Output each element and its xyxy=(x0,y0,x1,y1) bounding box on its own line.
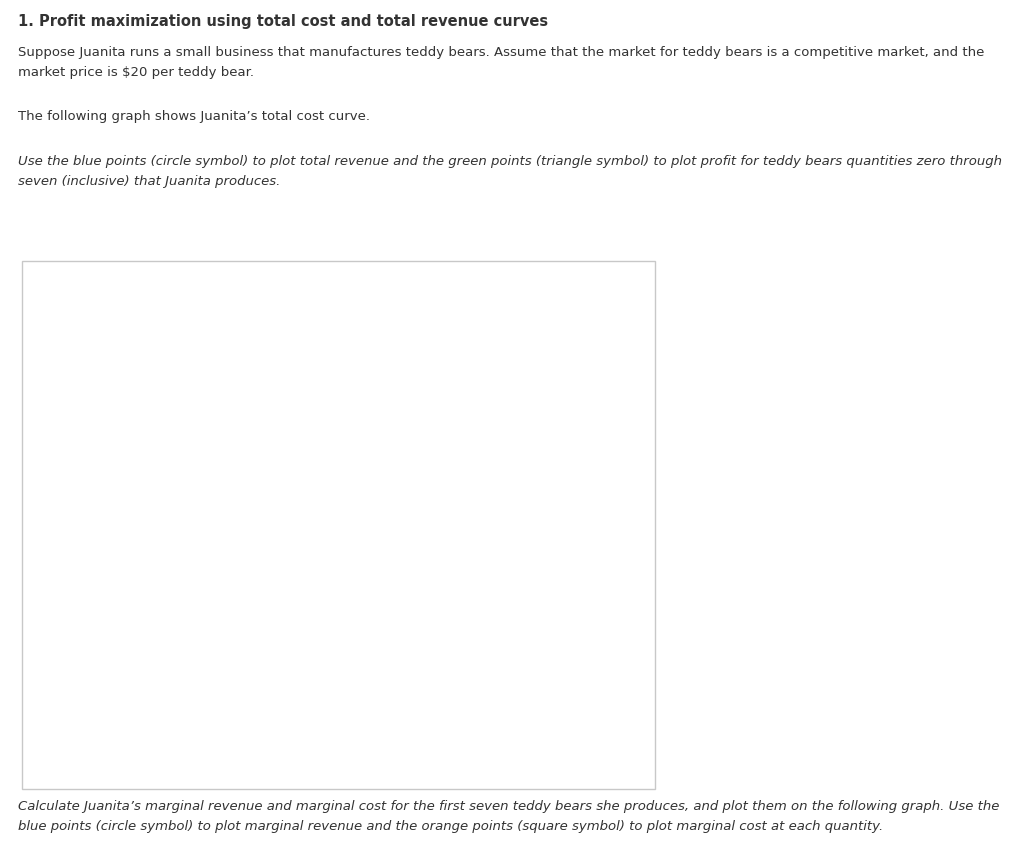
Text: 1. Profit maximization using total cost and total revenue curves: 1. Profit maximization using total cost … xyxy=(18,14,548,29)
Point xyxy=(296,549,312,563)
Text: Total Revenue: Total Revenue xyxy=(481,392,569,405)
Point xyxy=(382,482,398,496)
Text: Use the blue points (circle symbol) to plot total revenue and the green points (: Use the blue points (circle symbol) to p… xyxy=(18,155,1002,168)
Point xyxy=(124,604,140,617)
Point xyxy=(339,525,355,539)
Text: Profit: Profit xyxy=(509,460,542,473)
Text: market price is $20 per teddy bear.: market price is $20 per teddy bear. xyxy=(18,66,254,79)
Text: The following graph shows Juanita’s total cost curve.: The following graph shows Juanita’s tota… xyxy=(18,110,370,123)
Point xyxy=(81,629,97,643)
Point xyxy=(210,573,226,587)
Y-axis label: TOTAL COST AND REVENUE (Dollars): TOTAL COST AND REVENUE (Dollars) xyxy=(38,400,50,616)
X-axis label: QUANTITY (Teddy bears): QUANTITY (Teddy bears) xyxy=(189,690,333,703)
Text: Calculate Juanita’s marginal revenue and marginal cost for the first seven teddy: Calculate Juanita’s marginal revenue and… xyxy=(18,799,999,812)
Text: ?: ? xyxy=(587,276,593,289)
Point xyxy=(253,567,269,580)
Text: seven (inclusive) that Juanita produces.: seven (inclusive) that Juanita produces. xyxy=(18,175,281,188)
Point xyxy=(517,432,534,446)
Text: blue points (circle symbol) to plot marginal revenue and the orange points (squa: blue points (circle symbol) to plot marg… xyxy=(18,819,884,832)
Point xyxy=(517,364,534,378)
Point xyxy=(167,586,183,600)
Text: Suppose Juanita runs a small business that manufactures teddy bears. Assume that: Suppose Juanita runs a small business th… xyxy=(18,46,984,59)
Text: Total Cost: Total Cost xyxy=(299,462,360,475)
